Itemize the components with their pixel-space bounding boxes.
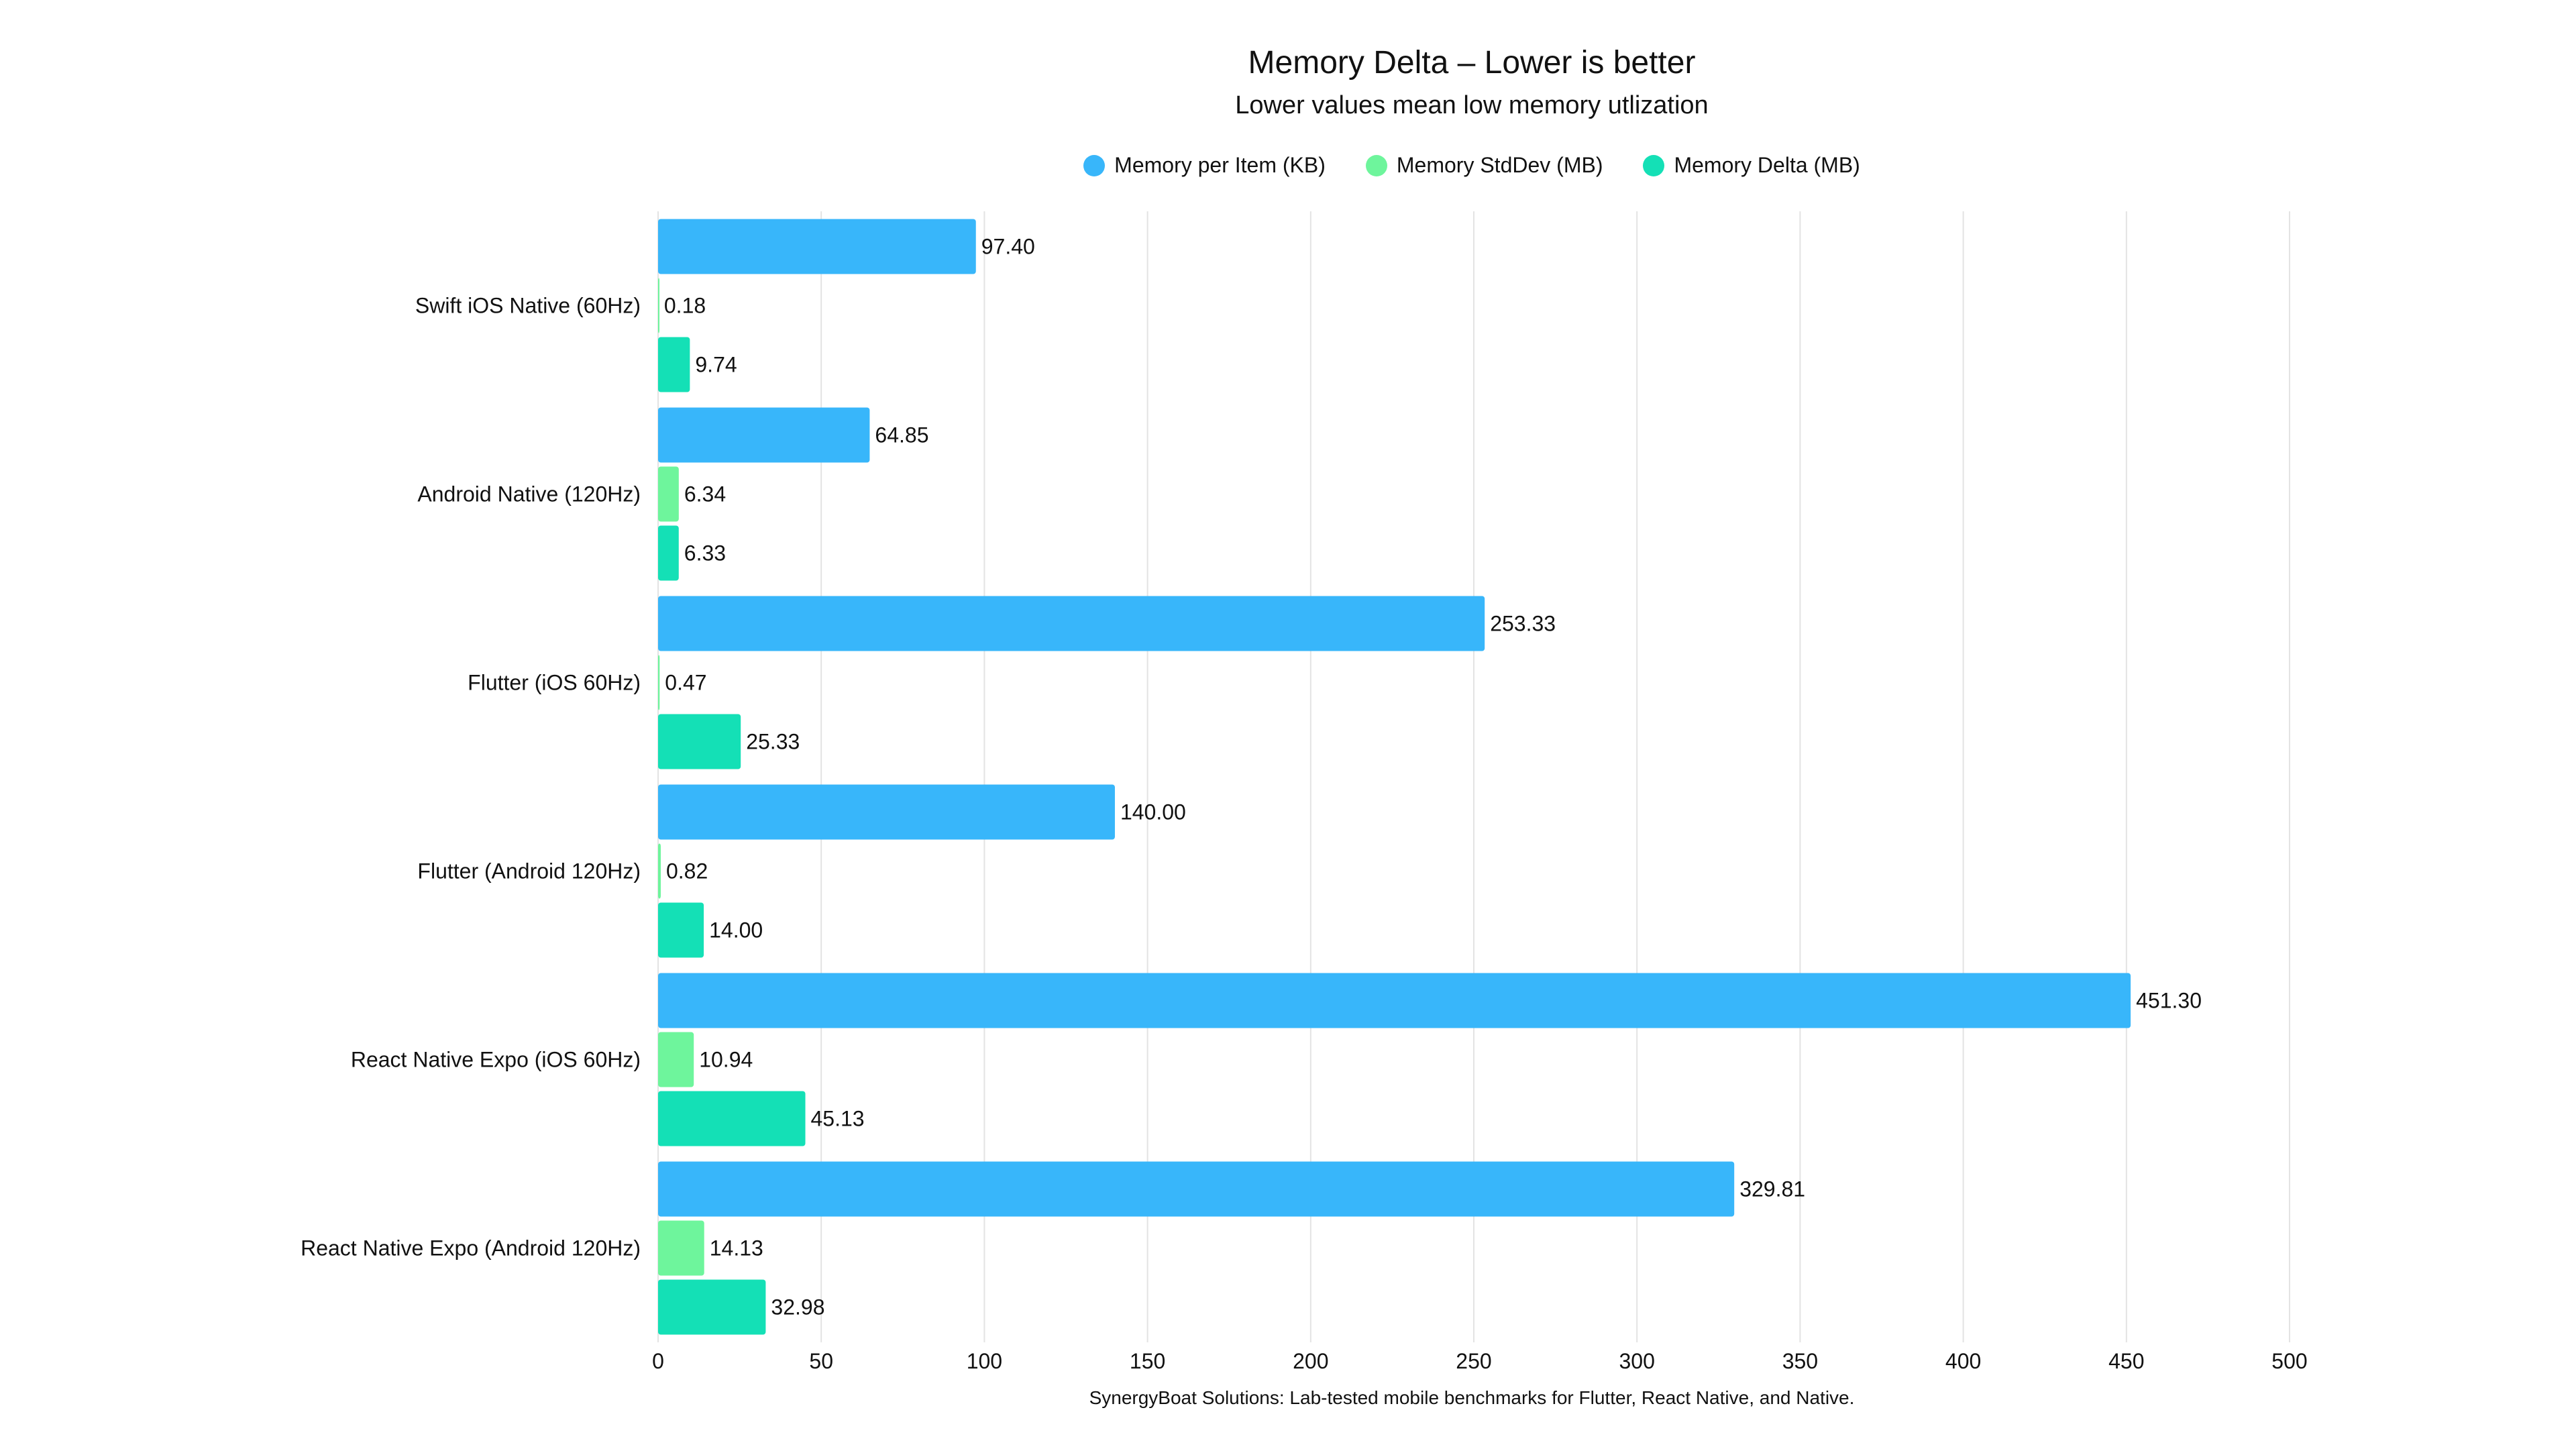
legend-item-memory-stddev[interactable]: Memory StdDev (MB) (1365, 153, 1603, 178)
data-label: 329.81 (1739, 1177, 1805, 1201)
bar (658, 902, 704, 958)
data-label: 0.82 (666, 859, 708, 883)
x-tick-label: 450 (2108, 1349, 2144, 1373)
bar (658, 843, 661, 899)
bar (658, 655, 660, 710)
bar (658, 1032, 694, 1087)
bar (658, 784, 1115, 840)
data-label: 253.33 (1490, 612, 1556, 636)
x-tick-label: 350 (1782, 1349, 1818, 1373)
category-label: Flutter (iOS 60Hz) (468, 671, 641, 695)
bar (658, 973, 2131, 1028)
bar (658, 1091, 806, 1146)
data-label: 32.98 (771, 1295, 824, 1320)
data-label: 45.13 (811, 1107, 865, 1131)
x-tick-label: 250 (1456, 1349, 1491, 1373)
legend-item-memory-delta[interactable]: Memory Delta (MB) (1643, 153, 1860, 178)
data-label: 9.74 (695, 353, 737, 377)
data-label: 10.94 (699, 1048, 753, 1072)
x-tick-label: 400 (1945, 1349, 1981, 1373)
category-label: Flutter (Android 120Hz) (417, 859, 641, 883)
bar (658, 525, 679, 581)
data-label: 14.00 (709, 918, 763, 943)
bar (658, 219, 976, 274)
x-tick-label: 200 (1293, 1349, 1328, 1373)
x-tick-label: 0 (652, 1349, 664, 1373)
category-label: Android Native (120Hz) (417, 482, 641, 506)
legend-dot-icon (1643, 154, 1665, 176)
x-tick-label: 50 (809, 1349, 833, 1373)
legend-item-memory-per-item[interactable]: Memory per Item (KB) (1083, 153, 1326, 178)
x-tick-label: 150 (1130, 1349, 1165, 1373)
bar (658, 714, 741, 769)
data-label: 140.00 (1120, 800, 1186, 824)
x-tick-label: 500 (2271, 1349, 2307, 1373)
chart-title: Memory Delta – Lower is better (1248, 45, 1696, 80)
x-tick-label: 300 (1619, 1349, 1655, 1373)
data-label: 0.47 (665, 671, 706, 695)
legend-label: Memory Delta (MB) (1674, 153, 1860, 177)
chart-footer: SynergyBoat Solutions: Lab-tested mobile… (1089, 1387, 1855, 1408)
data-label: 451.30 (2136, 989, 2202, 1013)
bar (658, 466, 679, 522)
chart-subtitle: Lower values mean low memory utlization (1235, 91, 1709, 119)
data-label: 64.85 (875, 423, 928, 447)
data-label: 25.33 (746, 730, 800, 754)
legend: Memory per Item (KB) Memory StdDev (MB) … (0, 153, 2576, 178)
data-label: 0.18 (664, 294, 706, 318)
category-label: Swift iOS Native (60Hz) (415, 294, 641, 318)
data-label: 6.33 (684, 541, 726, 566)
bar (658, 337, 690, 392)
legend-label: Memory per Item (KB) (1114, 153, 1326, 177)
bar (658, 278, 659, 333)
data-label: 97.40 (981, 235, 1035, 259)
bar (658, 596, 1485, 651)
bar (658, 1161, 1735, 1217)
bar (658, 1279, 766, 1335)
legend-label: Memory StdDev (MB) (1396, 153, 1603, 177)
legend-dot-icon (1083, 154, 1106, 176)
data-label: 14.13 (710, 1236, 763, 1260)
category-label: React Native Expo (Android 120Hz) (301, 1236, 641, 1260)
data-label: 6.34 (684, 482, 726, 506)
legend-dot-icon (1365, 154, 1387, 176)
bar (658, 407, 870, 463)
x-tick-label: 100 (967, 1349, 1002, 1373)
category-label: React Native Expo (iOS 60Hz) (351, 1048, 641, 1072)
bar (658, 1220, 704, 1276)
